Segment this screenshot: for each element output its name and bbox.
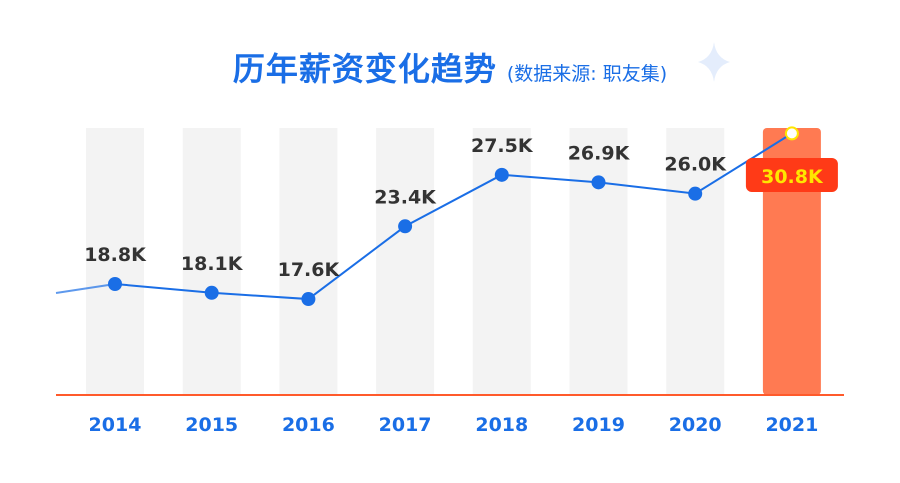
data-label-2020: 26.0K: [664, 154, 727, 176]
data-point-2017: [398, 219, 413, 234]
title-row: 历年薪资变化趋势 (数据来源: 职友集): [0, 44, 900, 90]
data-point-2014: [108, 277, 122, 291]
x-tick-2020: 2020: [669, 414, 722, 436]
x-tick-2014: 2014: [89, 414, 142, 436]
column-bg-2020: [666, 128, 725, 395]
data-point-2021: [784, 126, 799, 141]
highlight-column-2021: [762, 128, 821, 395]
series-line: [114, 132, 793, 301]
column-bg-2019: [569, 128, 628, 395]
column-backgrounds: [86, 128, 821, 395]
line-lead-in: [55, 283, 116, 294]
data-label-2018: 27.5K: [471, 135, 534, 157]
x-tick-labels: 2014 2015 2016 2017 2018 2019 2020 2021: [89, 414, 819, 436]
chart-title: 历年薪资变化趋势: [232, 50, 497, 88]
data-label-2017: 23.4K: [374, 186, 437, 208]
data-label-2014: 18.8K: [84, 244, 147, 266]
data-point-2018: [494, 167, 509, 182]
data-point-2016: [301, 292, 316, 307]
data-label-2019: 26.9K: [568, 142, 631, 164]
data-labels: 18.8K 18.1K 17.6K 23.4K 27.5K 26.9K 26.0K 30.8K: [84, 135, 838, 281]
data-points: [108, 126, 799, 307]
column-bg-2016: [279, 128, 338, 395]
x-tick-2017: 2017: [379, 414, 432, 436]
data-label-2015: 18.1K: [181, 253, 244, 275]
x-tick-2019: 2019: [572, 414, 625, 436]
data-point-2015: [204, 285, 219, 300]
data-label-2021: 30.8K: [761, 166, 824, 188]
column-bg-2015: [182, 128, 241, 395]
lead-in-segment: [55, 283, 116, 294]
highlight-label-bg: [745, 158, 838, 192]
chart-subtitle: (数据来源: 职友集): [506, 63, 668, 85]
column-bg-2017: [376, 128, 435, 395]
sparkle-icon: [698, 42, 730, 82]
data-point-2019: [591, 175, 606, 190]
x-tick-2016: 2016: [282, 414, 335, 436]
column-bg-2014: [86, 128, 144, 395]
x-tick-2018: 2018: [475, 414, 528, 436]
x-tick-2015: 2015: [185, 414, 238, 436]
data-point-2020: [688, 186, 703, 201]
data-label-2016: 17.6K: [278, 259, 341, 281]
x-tick-2021: 2021: [765, 414, 818, 436]
